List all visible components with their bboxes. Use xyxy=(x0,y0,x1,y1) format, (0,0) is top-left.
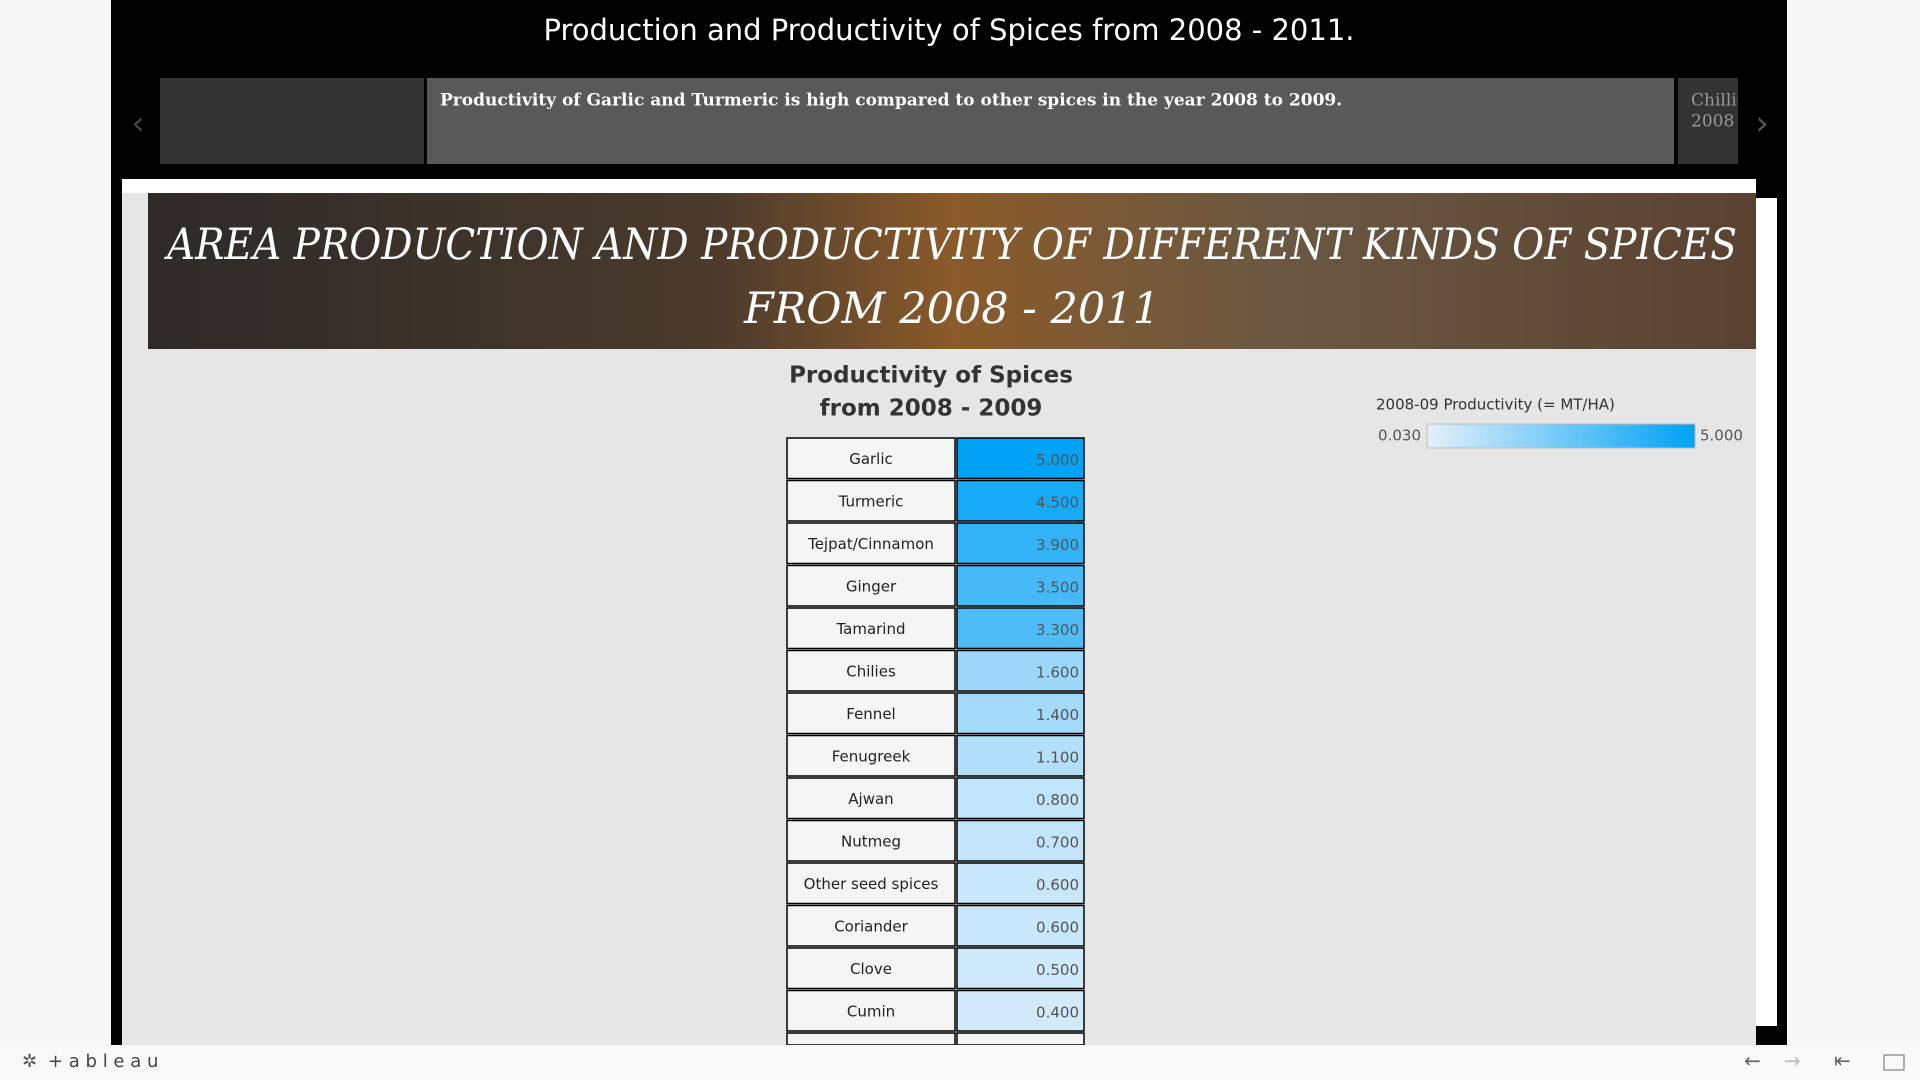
row-label: Ajwan xyxy=(848,790,893,808)
scrollbar[interactable] xyxy=(1756,198,1777,1026)
redo-button[interactable]: → xyxy=(1784,1049,1801,1073)
highlight-cell xyxy=(956,479,1085,522)
row-label: Fennel xyxy=(846,705,895,723)
value-label: 0.800 xyxy=(1036,791,1079,809)
value-label: 3.900 xyxy=(1036,536,1079,554)
story-point-next[interactable]: Chillie 2008 - xyxy=(1678,78,1747,164)
next-arrow[interactable]: › xyxy=(1755,104,1769,144)
highlight-cell xyxy=(956,862,1085,905)
story-point-bg xyxy=(1678,78,1738,164)
row-label: Coriander xyxy=(834,917,908,935)
highlight-cell xyxy=(956,1032,1085,1046)
value-label: 3.500 xyxy=(1036,578,1079,596)
row-label: Ginger xyxy=(846,577,897,595)
highlight-cell xyxy=(956,989,1085,1032)
row-label: Clove xyxy=(850,960,892,978)
row-header-cell xyxy=(786,649,956,692)
row-header-cell xyxy=(786,564,956,607)
row-label: Turmeric xyxy=(838,492,904,510)
revert-button[interactable]: ⇤ xyxy=(1834,1049,1851,1073)
banner-text: FROM 2008 - 2011 xyxy=(743,284,1160,334)
legend-ramp xyxy=(1426,423,1696,449)
row-header-cell xyxy=(786,734,956,777)
highlight-cell xyxy=(956,819,1085,862)
highlight-cell xyxy=(956,777,1085,820)
highlight-cell xyxy=(956,692,1085,735)
legend-max: 5.000 xyxy=(1700,427,1743,445)
highlight-cell xyxy=(956,564,1085,607)
row-header-cell xyxy=(786,904,956,947)
highlight-table: Productivity of Spices from 2008 - 2009 Ga… xyxy=(786,363,1743,1046)
row-header-cell xyxy=(786,989,956,1032)
footer-logo[interactable]: ✲ xyxy=(22,1051,37,1072)
fullscreen-button[interactable] xyxy=(1883,1054,1905,1071)
undo-button[interactable]: ← xyxy=(1744,1049,1761,1073)
row-header-cell xyxy=(786,1032,956,1046)
footer-brand[interactable]: + a b l e a u xyxy=(48,1051,158,1072)
row-header-cell xyxy=(786,607,956,650)
row-header-cell xyxy=(786,777,956,820)
highlight-cell xyxy=(956,607,1085,650)
row-header-cell xyxy=(786,947,956,990)
highlight-cell xyxy=(956,904,1085,947)
row-header-cell xyxy=(786,479,956,522)
story-title: Production and Productivity of Spices fr… xyxy=(543,13,1354,47)
row-label: Tamarind xyxy=(835,620,905,638)
banner-text: AREA PRODUCTION AND PRODUCTIVITY OF DIFF… xyxy=(163,220,1737,270)
story-caption: 2008 - xyxy=(1691,112,1745,132)
row-header-cell xyxy=(786,692,956,735)
value-label: 1.600 xyxy=(1036,663,1079,681)
banner xyxy=(148,193,1756,349)
sheet-title: Productivity of Spices xyxy=(789,363,1073,389)
highlight-cell xyxy=(956,947,1085,990)
row-label: Chilies xyxy=(846,662,896,680)
highlight-cell xyxy=(956,437,1085,480)
row-label: Cumin xyxy=(847,1002,895,1020)
value-label: 4.500 xyxy=(1036,493,1079,511)
value-label: 1.400 xyxy=(1036,706,1079,724)
value-label: 0.400 xyxy=(1036,1003,1079,1021)
highlight-cell xyxy=(956,649,1085,692)
row-label: Other seed spices xyxy=(804,875,939,893)
sheet-title: from 2008 - 2009 xyxy=(820,396,1043,422)
story-caption: Chillie xyxy=(1691,91,1747,111)
highlight-cell xyxy=(956,734,1085,777)
story-point[interactable] xyxy=(160,78,424,164)
row-label: Nutmeg xyxy=(841,832,901,850)
story-point-active[interactable] xyxy=(427,78,1674,164)
value-label: 0.500 xyxy=(1036,961,1079,979)
row-header-cell xyxy=(786,862,956,905)
prev-arrow[interactable]: ‹ xyxy=(131,104,145,144)
value-label: 5.000 xyxy=(1036,451,1079,469)
row-header-cell xyxy=(786,522,956,565)
value-label: 3.300 xyxy=(1036,621,1079,639)
value-label: 0.600 xyxy=(1036,876,1079,894)
row-label: Tejpat/Cinnamon xyxy=(807,535,934,553)
value-label: 0.700 xyxy=(1036,833,1079,851)
value-label: 0.600 xyxy=(1036,918,1079,936)
value-label: 1.100 xyxy=(1036,748,1079,766)
row-header-cell xyxy=(786,819,956,862)
legend-title: 2008-09 Productivity (= MT/HA) xyxy=(1376,396,1615,414)
dashboard-top xyxy=(122,179,1756,193)
story-caption: Productivity of Garlic and Turmeric is h… xyxy=(440,91,1342,111)
highlight-cell xyxy=(956,522,1085,565)
row-header-cell xyxy=(786,437,956,480)
row-label: Fenugreek xyxy=(832,747,911,765)
row-label: Garlic xyxy=(849,450,893,468)
legend-min: 0.030 xyxy=(1378,427,1421,445)
footer xyxy=(0,1045,1920,1080)
